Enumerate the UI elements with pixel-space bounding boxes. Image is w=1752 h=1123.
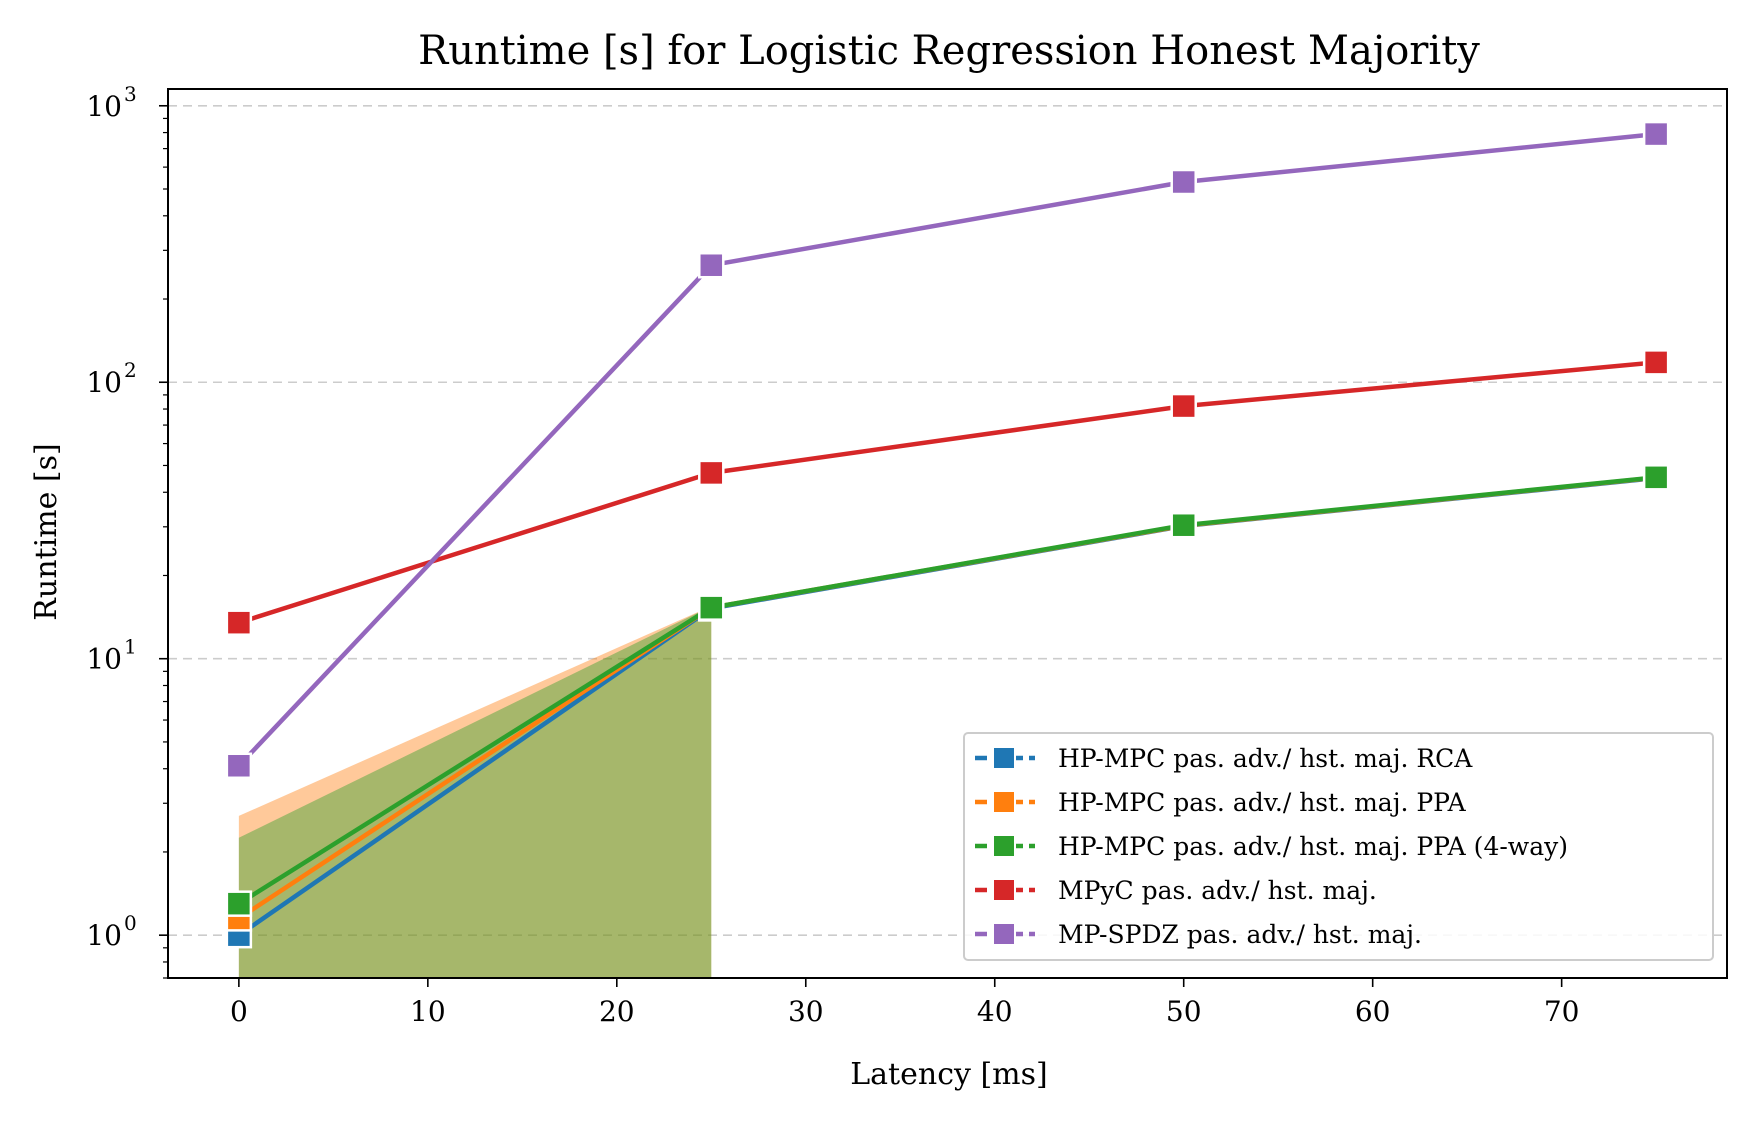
x-tick-label: 60	[1355, 995, 1391, 1028]
x-tick-label: 40	[977, 995, 1013, 1028]
legend-marker	[992, 834, 1016, 858]
y-tick-exponent: 3	[124, 82, 137, 106]
data-point	[698, 459, 725, 487]
chart-title: Runtime [s] for Logistic Regression Hone…	[418, 28, 1480, 74]
legend-label: MPyC pas. adv./ hst. maj.	[1058, 876, 1377, 905]
series-line	[238, 360, 1657, 625]
y-tick-exponent: 1	[124, 635, 137, 659]
shaded-band	[238, 606, 712, 978]
legend-label: HP-MPC pas. adv./ hst. maj. PPA	[1058, 788, 1467, 817]
grid-lines	[168, 104, 1727, 936]
legend-marker	[992, 790, 1016, 814]
y-tick-label: 10	[86, 90, 122, 123]
legend-box	[963, 732, 1714, 961]
y-tick-label: 10	[86, 643, 122, 676]
x-axis-label: Latency [ms]	[850, 1057, 1047, 1092]
y-axis-label: Runtime [s]	[29, 443, 64, 620]
legend: HP-MPC pas. adv./ hst. maj. RCA HP-MPC pa…	[963, 732, 1714, 961]
series-line	[237, 475, 1657, 906]
legend-label: MP-SPDZ pas. adv./ hst. maj.	[1058, 920, 1422, 949]
legend-marker	[992, 922, 1016, 946]
x-tick-label: 10	[410, 995, 446, 1028]
data-point	[1170, 168, 1197, 196]
data-point	[1170, 511, 1197, 539]
x-tick-label: 20	[599, 995, 635, 1028]
x-tick-label: 70	[1544, 995, 1580, 1028]
data-point	[1642, 464, 1670, 491]
x-tick-label: 30	[788, 995, 824, 1028]
data-point	[1642, 349, 1670, 376]
plot-frame	[167, 88, 1728, 979]
legend-label: HP-MPC pas. adv./ hst. maj. PPA (4-way)	[1058, 832, 1568, 861]
shaded-bands	[238, 606, 712, 978]
shaded-band	[238, 606, 712, 978]
x-tick-label: 50	[1166, 995, 1202, 1028]
series-line	[237, 131, 1657, 768]
data-point	[1170, 392, 1197, 420]
x-tick-label: 0	[230, 995, 248, 1028]
y-tick-exponent: 2	[124, 358, 137, 382]
y-tick-label: 10	[86, 919, 122, 952]
data-point	[225, 609, 253, 636]
y-tick-label: 10	[86, 366, 122, 399]
series-lines	[225, 120, 1670, 949]
legend-marker	[992, 746, 1016, 770]
data-point	[225, 890, 253, 917]
data-point	[1642, 120, 1670, 148]
data-point	[698, 594, 725, 621]
data-point	[698, 251, 725, 279]
legend-label: HP-MPC pas. adv./ hst. maj. RCA	[1058, 744, 1473, 773]
data-point	[225, 752, 253, 780]
y-tick-exponent: 0	[124, 911, 137, 935]
legend-marker	[992, 878, 1016, 902]
